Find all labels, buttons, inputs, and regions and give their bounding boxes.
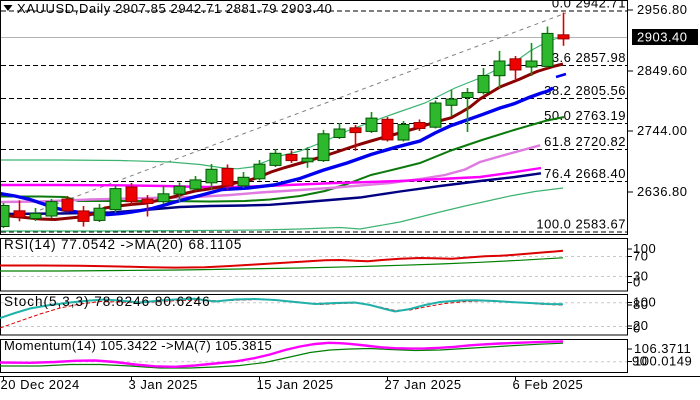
svg-text:2903.40: 2903.40 — [637, 30, 688, 45]
svg-text:50.0 2763.19: 50.0 2763.19 — [544, 108, 626, 123]
svg-text:61.8 2720.82: 61.8 2720.82 — [544, 134, 626, 149]
svg-text:0: 0 — [633, 275, 641, 290]
svg-text:23.6 2857.98: 23.6 2857.98 — [544, 50, 626, 65]
svg-text:76.4 2668.40: 76.4 2668.40 — [544, 166, 626, 181]
svg-text:100.0149: 100.0149 — [634, 354, 692, 369]
svg-text:20 Dec 2024: 20 Dec 2024 — [1, 377, 80, 392]
svg-text:106.3711: 106.3711 — [634, 341, 691, 356]
svg-text:70: 70 — [633, 249, 648, 264]
svg-text:15 Jan 2025: 15 Jan 2025 — [257, 377, 334, 392]
svg-text:0: 0 — [633, 321, 641, 336]
svg-text:2744.00: 2744.00 — [637, 123, 688, 138]
svg-text:38.2 2805.56: 38.2 2805.56 — [544, 83, 626, 98]
svg-text:27 Jan 2025: 27 Jan 2025 — [385, 377, 462, 392]
svg-text:90: 90 — [632, 354, 647, 369]
svg-text:6 Feb 2025: 6 Feb 2025 — [513, 377, 584, 392]
svg-text:Stoch(5,3,3) 78.8246 80.6246: Stoch(5,3,3) 78.8246 80.6246 — [4, 294, 211, 309]
svg-text:RSI(14) 77.0542 ->MA(20) 68.1: RSI(14) 77.0542 ->MA(20) 68.1105 — [4, 237, 242, 252]
svg-text:20: 20 — [633, 318, 648, 333]
svg-text:100.0 2583.67: 100.0 2583.67 — [536, 217, 626, 232]
svg-text:2636.80: 2636.80 — [637, 184, 688, 199]
svg-text:Momentum(14) 105.3422 ->MA(7): Momentum(14) 105.3422 ->MA(7) 105.3815 — [4, 338, 272, 353]
svg-text:XAUUSD,Daily 2907.85 2942.71 2: XAUUSD,Daily 2907.85 2942.71 2881.79 290… — [17, 1, 333, 16]
svg-text:2849.60: 2849.60 — [637, 63, 688, 78]
svg-text:80: 80 — [633, 297, 648, 312]
svg-text:3 Jan 2025: 3 Jan 2025 — [129, 377, 198, 392]
svg-text:100: 100 — [633, 241, 656, 256]
svg-text:0.0 2942.71: 0.0 2942.71 — [552, 0, 626, 11]
svg-text:100: 100 — [633, 295, 656, 310]
svg-text:30: 30 — [633, 269, 648, 284]
svg-text:2956.80: 2956.80 — [637, 2, 688, 17]
